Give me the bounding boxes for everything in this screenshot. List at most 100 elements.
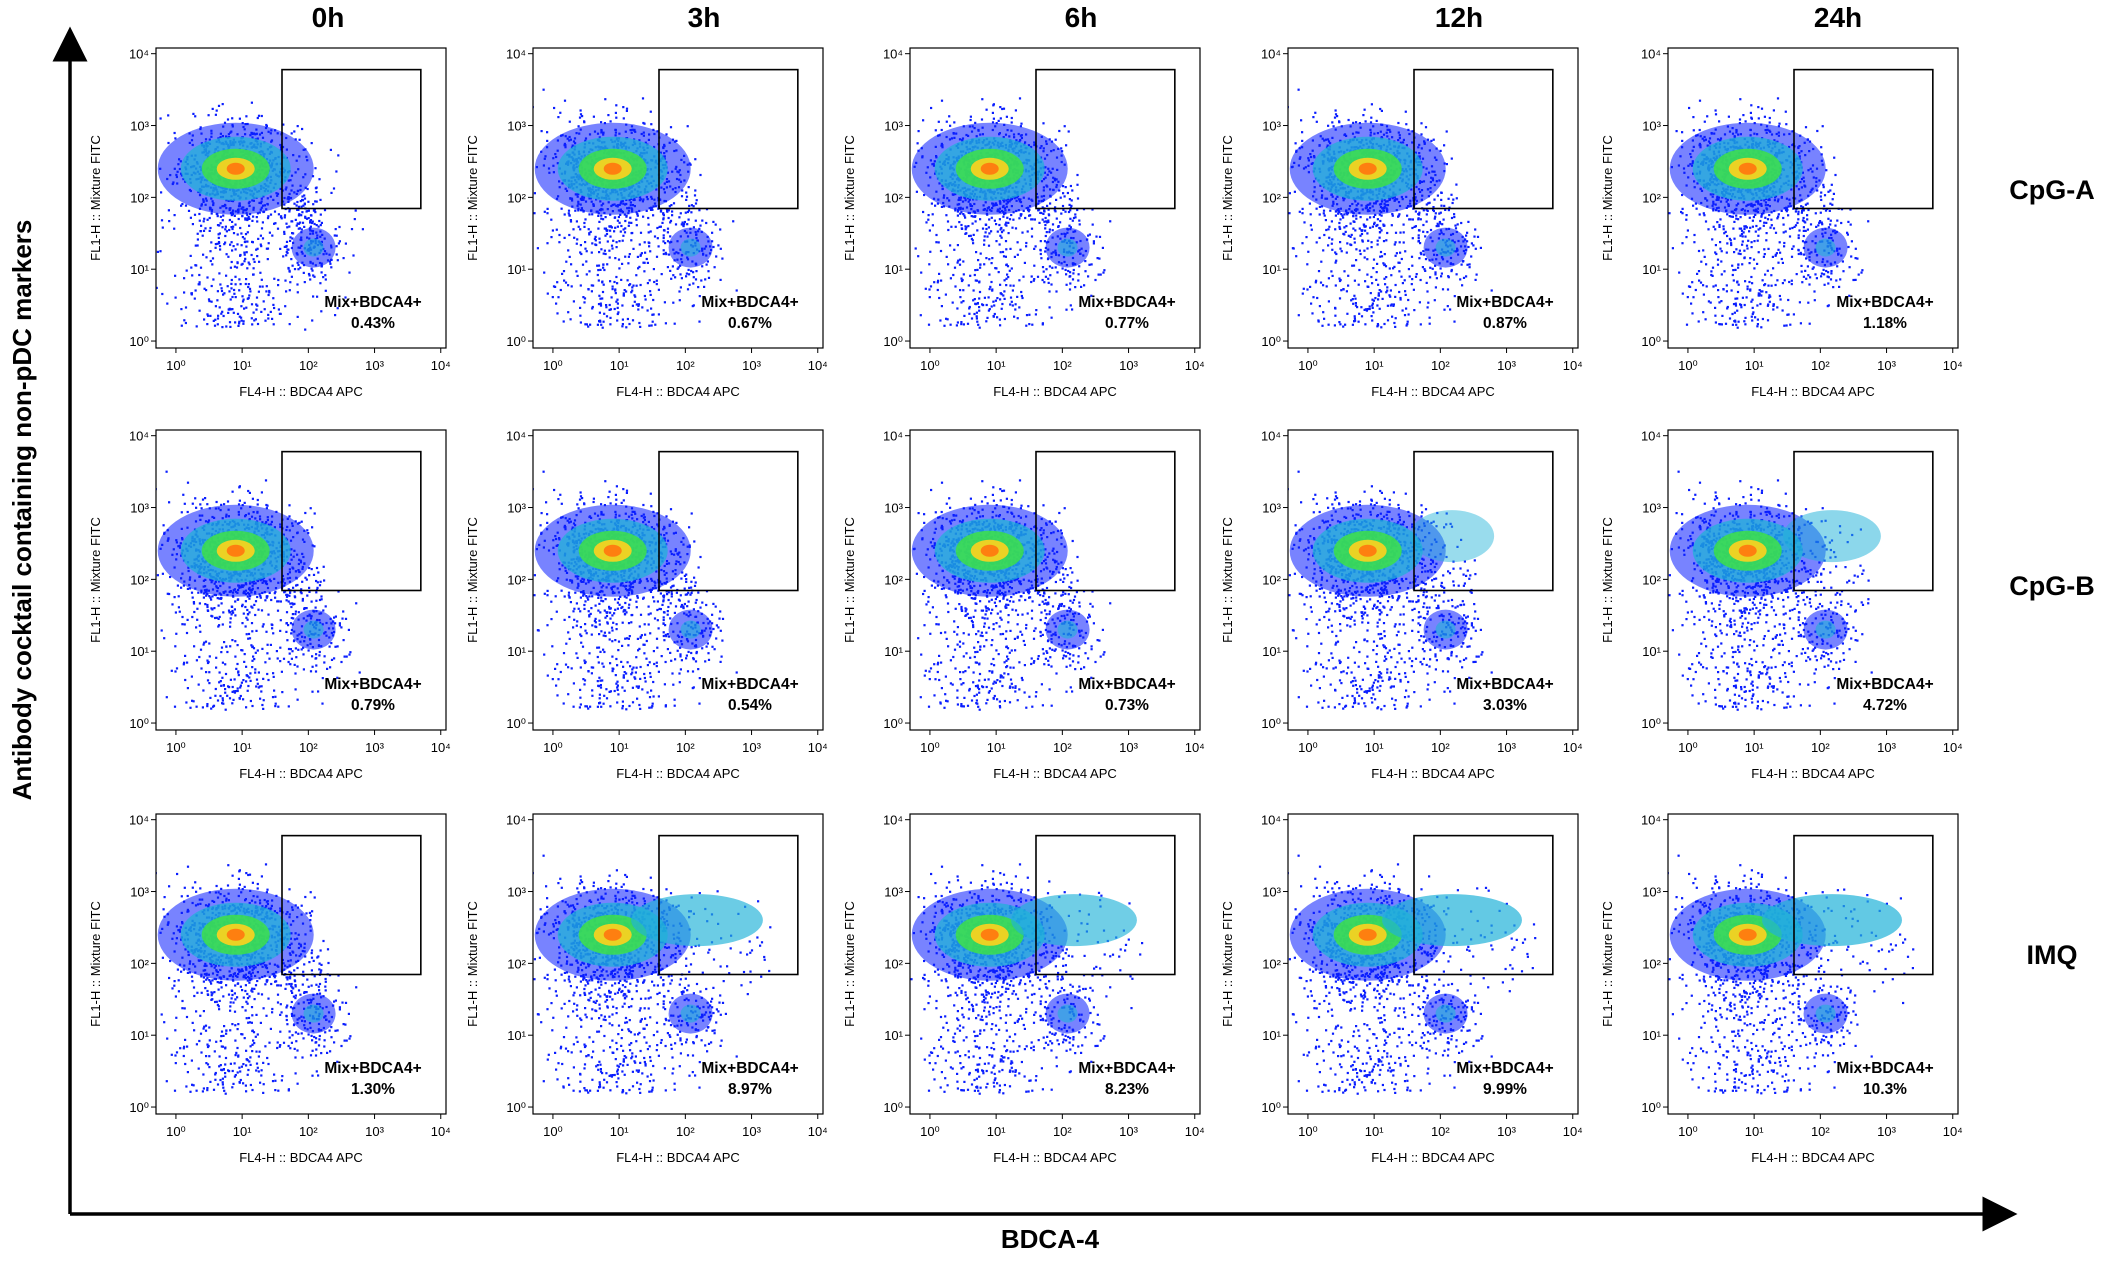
density-point: [635, 224, 638, 227]
density-point: [1065, 283, 1068, 286]
density-point: [214, 305, 217, 308]
density-point: [243, 307, 246, 310]
density-point: [1310, 302, 1313, 305]
density-point: [1334, 251, 1337, 254]
density-point: [1389, 295, 1392, 298]
density-point: [940, 128, 943, 132]
density-point: [309, 221, 312, 224]
density-point: [238, 289, 241, 292]
density-point: [231, 308, 234, 311]
density-point: [991, 289, 994, 292]
density-point: [1424, 269, 1427, 272]
density-point: [960, 223, 963, 227]
density-point: [1018, 97, 1022, 100]
density-point: [1434, 212, 1437, 215]
density-point: [1336, 115, 1339, 118]
density-point: [330, 258, 333, 261]
density-point: [1009, 296, 1013, 299]
gate-label: Mix+BDCA4+ 0.77%: [1052, 292, 1202, 334]
density-point: [1090, 263, 1093, 266]
density-point: [203, 287, 206, 290]
density-point: [282, 123, 285, 126]
density-point: [908, 324, 910, 326]
density-point: [1267, 299, 1269, 301]
density-point: [577, 225, 580, 228]
density-point: [626, 317, 629, 321]
density-point: [970, 317, 974, 320]
density-point: [635, 274, 638, 277]
density-point: [993, 219, 996, 222]
density-point: [311, 269, 314, 272]
density-point: [1298, 210, 1301, 213]
density-point: [1388, 294, 1391, 297]
density-point: [1087, 234, 1090, 237]
density-point: [690, 211, 693, 214]
density-point: [1068, 288, 1072, 291]
density-point: [990, 262, 993, 265]
density-point: [218, 232, 221, 235]
density-point: [581, 263, 585, 266]
density-point: [252, 273, 255, 276]
density-point: [939, 319, 942, 322]
density-point: [619, 213, 622, 216]
density-point: [588, 270, 591, 273]
density-point: [1047, 220, 1050, 223]
density-point: [949, 124, 952, 127]
density-point: [973, 215, 976, 218]
density-point: [1001, 107, 1004, 111]
density-point: [1005, 221, 1008, 224]
density-point: [1069, 209, 1072, 212]
density-point: [1354, 297, 1357, 300]
density-point: [207, 314, 210, 317]
density-point: [956, 261, 959, 264]
density-point: [1008, 218, 1012, 221]
density-point: [1003, 279, 1006, 282]
density-point: [929, 285, 933, 288]
density-point: [561, 272, 564, 275]
density-point: [1042, 122, 1045, 125]
density-point: [1402, 231, 1405, 234]
density-point: [261, 221, 264, 224]
density-point: [218, 245, 222, 248]
density-point: [1438, 220, 1441, 224]
density-point: [1370, 116, 1373, 119]
density-point: [277, 213, 280, 216]
density-point: [297, 205, 300, 208]
density-point: [1334, 113, 1338, 116]
density-point: [269, 213, 273, 216]
density-point: [297, 268, 300, 271]
density-point: [353, 218, 356, 221]
density-point: [956, 307, 959, 310]
density-point: [272, 303, 275, 306]
density-point: [1339, 247, 1342, 250]
x-tick-label: 10³: [365, 358, 384, 373]
density-point: [229, 325, 232, 328]
density-point: [246, 231, 249, 234]
density-point: [564, 281, 568, 284]
density-point: [246, 213, 249, 217]
density-point: [648, 245, 651, 248]
density-point: [1331, 274, 1334, 277]
density-point: [555, 228, 558, 231]
density-point: [617, 311, 620, 314]
density-point: [1055, 290, 1058, 293]
density-point: [1002, 107, 1006, 110]
density-point: [1380, 290, 1383, 293]
density-point: [922, 119, 925, 122]
density-point: [1399, 298, 1402, 301]
density-point: [631, 286, 634, 289]
density-point: [1459, 278, 1462, 281]
density-point: [247, 261, 250, 264]
plot-panel: 10⁰ 10⁰ 10¹ 10¹ 10² 10² 10³ 10³ 10⁴ 10⁴ FL4-H :: B…: [832, 40, 1212, 410]
density-point: [692, 205, 695, 208]
density-point: [1436, 222, 1439, 225]
density-point: [945, 317, 948, 320]
density-point: [1322, 311, 1325, 314]
density-point: [152, 175, 154, 177]
density-point: [946, 220, 950, 223]
density-point: [575, 242, 578, 245]
density-point: [309, 278, 312, 281]
density-point: [1041, 322, 1044, 325]
density-point: [680, 195, 684, 198]
